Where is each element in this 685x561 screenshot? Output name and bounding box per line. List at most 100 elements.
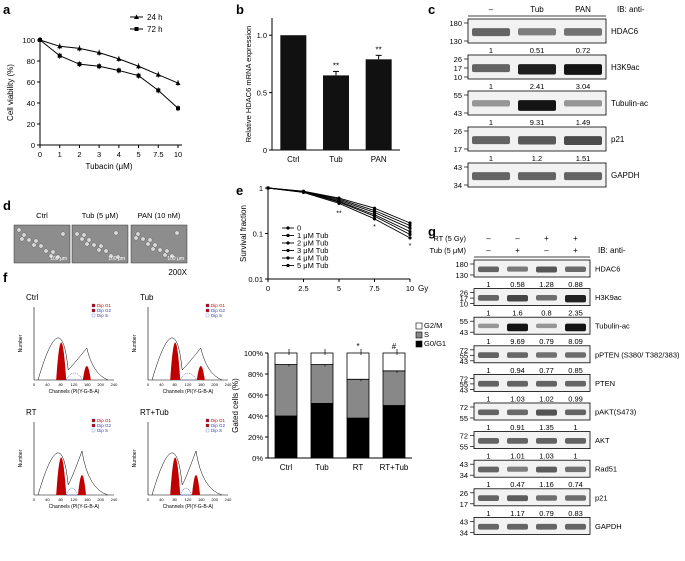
mw-marker: 43 <box>454 109 462 118</box>
cell <box>48 253 54 259</box>
blot-box <box>473 402 591 421</box>
g2-peak <box>78 475 86 495</box>
significance-mark: ** <box>336 210 342 217</box>
x-tick-label: 40 <box>45 497 50 502</box>
x-tick-label: 40 <box>45 382 50 387</box>
x-tick-label: Ctrl <box>287 155 300 164</box>
blot-band <box>565 495 586 501</box>
cell <box>140 236 146 242</box>
x-tick-label: 120 <box>71 497 78 502</box>
legend-swatch <box>91 303 96 308</box>
quant-value: 9.31 <box>530 118 545 127</box>
x-axis-label: Gy <box>418 284 428 293</box>
panel-label-g: g <box>428 224 436 239</box>
blot-box <box>473 259 591 278</box>
quant-value: 0.94 <box>510 366 525 375</box>
blot-band <box>565 438 586 444</box>
s-phase-region <box>179 487 193 496</box>
x-tick-label: 80 <box>58 382 63 387</box>
x-tick-label: 2.5 <box>298 284 308 293</box>
y-axis-label: Number <box>18 334 24 352</box>
s-phase-region <box>65 372 84 381</box>
x-axis-label: Tubacin (μM) <box>86 162 133 171</box>
mw-marker: 17 <box>460 294 468 303</box>
blot-band <box>536 409 557 416</box>
blot-band <box>564 28 602 36</box>
cell <box>96 247 102 253</box>
quant-value: 1 <box>489 118 493 127</box>
legend-label: Dip G1 <box>97 303 112 308</box>
rt-sign: – <box>486 234 491 243</box>
blot-band <box>518 100 556 111</box>
quant-value: 1.16 <box>539 480 554 489</box>
quant-value: 1 <box>486 452 490 461</box>
histogram-trace <box>151 450 223 496</box>
x-axis-label: Channels (PI(Y-G-B-A) <box>163 389 214 395</box>
y-tick-label: 0.01 <box>248 275 263 284</box>
stacked-bar-G2/M <box>382 352 406 372</box>
x-tick-label: 0 <box>33 497 36 502</box>
y-tick-label: 0% <box>252 454 263 463</box>
y-axis-label: Survival fraction <box>239 205 248 262</box>
y-tick-label: 0 <box>263 146 267 155</box>
s-phase-region <box>179 372 198 381</box>
legend-marker <box>286 241 290 245</box>
quant-value: 1.03 <box>510 394 525 403</box>
tub-sign: – <box>544 246 549 255</box>
data-point <box>77 62 82 67</box>
y-tick-label: 80 <box>27 57 35 66</box>
panel-f-histograms: Ctrl Number Channels (PI(Y-G-B-A) 0 40 80 120 1… <box>18 293 232 510</box>
legend-swatch <box>205 423 210 428</box>
quant-value: 0.77 <box>539 366 554 375</box>
quant-value: 1 <box>486 366 490 375</box>
legend-label: Dip G2 <box>211 308 226 313</box>
x-tick-label: 0 <box>147 497 150 502</box>
quant-value: 0.85 <box>568 366 583 375</box>
ib-label: IB: anti- <box>617 5 645 14</box>
cell <box>162 252 168 258</box>
legend-label: Dip S <box>211 313 222 318</box>
blot-band <box>507 523 528 530</box>
x-tick-label: 40 <box>159 497 164 502</box>
panel-g-blots: RT (5 Gy) Tub (5 μM) – – + + – + – + IB: anti- 180 1… <box>429 234 680 537</box>
legend-label: Dip S <box>97 428 108 433</box>
legend-label: 0 <box>297 224 301 233</box>
bar <box>323 75 349 150</box>
cell <box>145 241 151 247</box>
data-point <box>97 64 102 69</box>
blot-box <box>473 345 591 364</box>
x-tick-label: 7.5 <box>153 150 163 159</box>
cell <box>164 248 170 254</box>
blot-band <box>478 523 499 530</box>
blot-band <box>536 523 557 530</box>
y-axis-label: Number <box>18 449 24 467</box>
x-axis-label: Channels (PI(Y-G-B-A) <box>49 504 100 510</box>
data-point <box>408 223 412 228</box>
y-tick-label: 1 <box>259 184 263 193</box>
legend-swatch <box>91 308 96 313</box>
mw-marker: 26 <box>460 489 468 498</box>
legend-marker <box>286 226 290 230</box>
blot-band <box>518 28 556 36</box>
cell <box>150 246 156 252</box>
x-tick-label: 0 <box>33 382 36 387</box>
blot-band <box>565 266 586 273</box>
data-point <box>57 53 62 58</box>
cell <box>157 247 163 253</box>
legend-marker <box>286 263 290 268</box>
x-tick-label: 160 <box>84 382 91 387</box>
panel-label-e: e <box>236 183 243 198</box>
blot-band <box>565 295 586 303</box>
panel-d-micrographs: Ctrl 100 μm Tub (5 μM) 100 μm PAN (10 nM) 100… <box>13 211 188 277</box>
blot-band <box>565 523 586 530</box>
rt-sign: + <box>573 234 578 243</box>
histogram-title: Ctrl <box>26 293 39 302</box>
blot-band <box>536 495 557 501</box>
blot-band <box>507 266 528 272</box>
legend-label: Dip G1 <box>97 418 112 423</box>
panel-label-f: f <box>3 270 8 285</box>
cell <box>16 227 22 233</box>
legend-label: Dip G1 <box>211 303 226 308</box>
cell <box>38 243 44 249</box>
blot-band <box>536 323 557 329</box>
